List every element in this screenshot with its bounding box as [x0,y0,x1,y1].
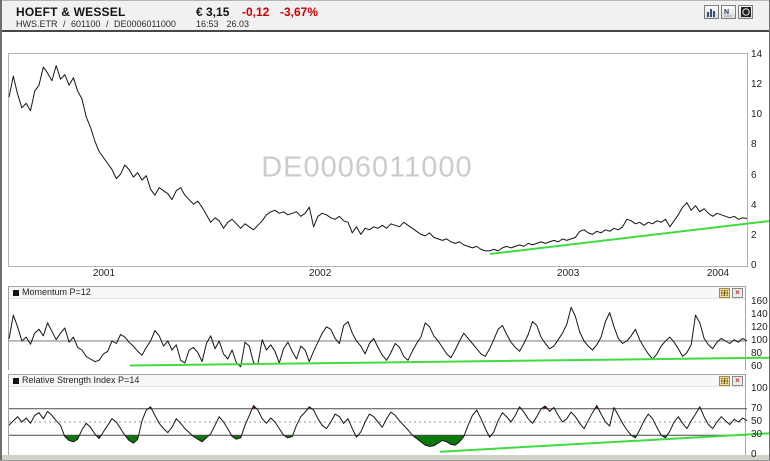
panel-marker-icon [13,377,19,384]
panel-marker-icon [13,289,19,296]
chart-type-button[interactable] [704,5,719,19]
x-tick-label: 2001 [92,268,116,279]
circle-logo-icon [740,7,751,17]
ticker-symbol: HWS.ETR [16,19,58,29]
y-tick-label: 70 [751,402,763,414]
y-tick-label: 6 [751,169,757,181]
y-tick-label: 8 [751,139,757,151]
price-change-percent: -3,67% [280,5,319,19]
y-tick-label: 4 [751,199,757,211]
properties-grid-icon [721,290,728,296]
y-tick-label: 80 [751,347,763,359]
price-line [8,65,748,252]
wkn-code: 601100 [71,19,101,29]
rsi-plot[interactable] [8,387,770,455]
y-tick-label: 2 [751,229,757,241]
isin-code: DE0006011000 [113,19,176,29]
price-chart-plot[interactable]: DE0006011000 [8,53,770,267]
close-icon: × [735,376,740,385]
last-price: € 3,15 [196,5,230,19]
header-bar: HOEFT & WESSEL HWS.ETR / 601100 / DE0006… [2,1,769,30]
y-tick-label: 140 [751,309,768,321]
quote-time: 16:53 [196,19,219,29]
momentum-panel-controls: × [719,288,743,298]
provider-logo-button[interactable] [738,5,753,19]
x-tick-label: 2003 [557,268,580,279]
rsi-panel-header: Relative Strength Index P=14 × [9,375,745,387]
trend-line [129,356,770,367]
momentum-line [8,306,748,368]
y-tick-label: 100 [751,334,768,346]
bottom-strip [2,455,769,460]
y-tick-label: 10 [751,109,763,121]
news-icon: N [724,9,732,16]
momentum-title-text: Momentum P=12 [22,287,91,297]
window-edge [0,0,770,1]
header-toolbar: N [704,5,753,19]
rsi-panel-title: Relative Strength Index P=14 [13,375,139,386]
x-tick-label: 2002 [309,268,332,279]
instrument-identifiers: HWS.ETR / 601100 / DE0006011000 [16,19,176,29]
quote-timestamp: 16:53 26.03 [196,19,257,29]
svg-text:N: N [724,9,729,16]
bar-chart-icon [707,8,715,17]
rsi-panel: Relative Strength Index P=14 × [8,374,770,455]
y-tick-label: 14 [751,49,763,61]
y-tick-label: 120 [751,322,768,334]
quote-date: 26.03 [226,19,250,29]
news-button[interactable]: N [721,5,736,19]
y-tick-label: 0 [751,449,757,460]
close-icon: × [735,288,740,297]
rsi-title-text: Relative Strength Index P=14 [22,375,140,385]
rsi-line [8,405,748,447]
properties-grid-icon [721,378,728,384]
window-edge [0,0,2,461]
momentum-panel-title: Momentum P=12 [13,287,91,298]
indicator-properties-button[interactable] [719,376,730,386]
y-tick-label: 0 [751,260,757,271]
separator: / [63,19,66,29]
close-indicator-button[interactable]: × [732,376,743,386]
instrument-name: HOEFT & WESSEL [16,5,126,19]
close-indicator-button[interactable]: × [732,288,743,298]
momentum-panel: Momentum P=12 × [8,286,770,370]
price-change-absolute: -0,12 [242,5,270,19]
y-tick-label: 100 [751,382,768,394]
y-tick-label: 12 [751,79,763,91]
momentum-panel-header: Momentum P=12 × [9,287,745,299]
header-divider [2,30,769,32]
momentum-plot[interactable] [8,299,770,370]
indicator-properties-button[interactable] [719,288,730,298]
x-tick-label: 2004 [706,268,730,279]
trend-line [439,432,770,453]
trend-line [489,219,770,255]
y-tick-label: 50 [751,415,763,427]
isin-watermark: DE0006011000 [261,151,473,184]
y-tick-label: 30 [751,429,763,441]
rsi-panel-controls: × [719,376,743,386]
separator: / [105,19,109,29]
y-tick-label: 60 [751,360,763,372]
y-tick-label: 160 [751,296,768,308]
